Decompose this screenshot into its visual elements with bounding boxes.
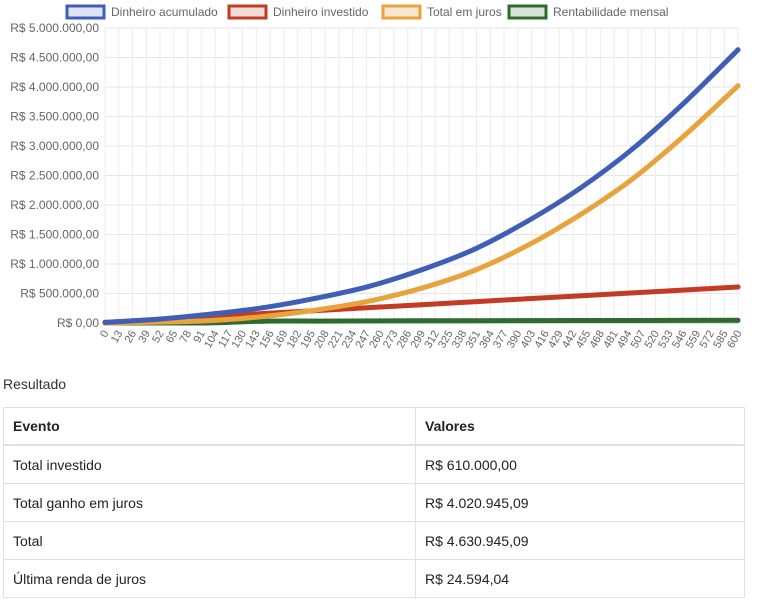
- table-header-row: Evento Valores: [3, 407, 745, 446]
- y-tick-label: R$ 1.000.000,00: [10, 257, 99, 271]
- legend-label-dinheiro-acumulado: Dinheiro acumulado: [111, 5, 218, 19]
- data-point-total-em-juros: [735, 83, 741, 89]
- row-label: Total: [3, 521, 416, 560]
- data-point-total-em-juros: [577, 212, 583, 218]
- row-value: R$ 610.000,00: [415, 444, 745, 484]
- data-point-dinheiro-acumulado: [471, 246, 477, 252]
- data-point-dinheiro-investido: [419, 302, 424, 308]
- data-point-dinheiro-acumulado: [630, 146, 635, 152]
- chart-area: R$ 0,00 R$ 500.000,00 R$ 1.000.000,00 R$ 1.…: [10, 4, 745, 351]
- x-tick-label: 13: [109, 329, 126, 346]
- data-point-total-em-juros: [366, 298, 372, 304]
- legend-swatch-dinheiro-acumulado: [65, 4, 106, 20]
- legend-label-dinheiro-investido: Dinheiro investido: [273, 5, 369, 19]
- y-tick-label: R$ 2.500.000,00: [10, 169, 99, 183]
- table-row: Última renda de juros R$ 24.594,04: [3, 559, 745, 598]
- data-point-rentabilidade-mensal: [313, 318, 319, 324]
- row-label: Total investido: [3, 444, 416, 484]
- row-value: R$ 24.594,04: [415, 559, 745, 598]
- data-point-total-em-juros: [682, 132, 688, 138]
- y-tick-label: R$ 0,00: [57, 316, 99, 330]
- result-table: Evento Valores Total investido R$ 610.00…: [3, 407, 745, 598]
- data-point-dinheiro-acumulado: [366, 283, 372, 289]
- y-tick-label: R$ 2.000.000,00: [10, 198, 99, 212]
- data-point-dinheiro-acumulado: [419, 267, 424, 273]
- line-chart: R$ 0,00 R$ 500.000,00 R$ 1.000.000,00 R$ 1.…: [10, 4, 745, 351]
- row-value: R$ 4.020.945,09: [415, 483, 745, 522]
- data-point-rentabilidade-mensal: [735, 317, 741, 323]
- data-point-total-em-juros: [260, 314, 266, 320]
- x-tick-label: 78: [178, 329, 195, 346]
- result-title: Resultado: [3, 376, 67, 392]
- data-point-total-em-juros: [313, 307, 319, 313]
- x-tick-label: 65: [164, 329, 181, 346]
- data-point-dinheiro-acumulado: [260, 305, 266, 311]
- data-point-total-em-juros: [630, 176, 635, 182]
- data-point-dinheiro-investido: [630, 290, 635, 296]
- legend-label-total-em-juros: Total em juros: [427, 5, 502, 19]
- x-tick-label: 26: [123, 329, 140, 346]
- x-tick-label: 39: [136, 329, 153, 346]
- data-point-rentabilidade-mensal: [419, 318, 424, 324]
- y-tick-label: R$ 1.500.000,00: [10, 228, 99, 242]
- x-tick-label: 91: [191, 329, 208, 346]
- y-tick-label: R$ 4.000.000,00: [10, 80, 99, 94]
- x-tick-label: 0: [98, 329, 111, 340]
- table-row: Total R$ 4.630.945,09: [3, 521, 745, 560]
- table-row: Total ganho em juros R$ 4.020.945,09: [3, 483, 745, 522]
- x-tick-label: 52: [150, 329, 167, 346]
- y-tick-label: R$ 500.000,00: [20, 287, 99, 301]
- y-tick-label: R$ 4.500.000,00: [10, 51, 99, 65]
- legend-swatch-dinheiro-investido: [227, 4, 268, 20]
- row-label: Última renda de juros: [3, 559, 416, 598]
- data-point-dinheiro-acumulado: [155, 316, 161, 322]
- row-value: R$ 4.630.945,09: [415, 521, 745, 560]
- data-point-dinheiro-acumulado: [735, 47, 741, 53]
- y-tick-label: R$ 3.000.000,00: [10, 139, 99, 153]
- data-point-total-em-juros: [208, 318, 213, 324]
- data-point-rentabilidade-mensal: [630, 317, 635, 323]
- data-point-total-em-juros: [471, 267, 477, 273]
- header-evento: Evento: [3, 407, 416, 446]
- legend-swatch-rentabilidade-mensal: [507, 4, 548, 20]
- data-point-dinheiro-acumulado: [577, 185, 583, 191]
- data-point-total-em-juros: [524, 243, 530, 249]
- data-point-dinheiro-acumulado: [313, 295, 319, 301]
- data-point-dinheiro-investido: [524, 296, 530, 302]
- data-point-rentabilidade-mensal: [524, 318, 530, 324]
- data-point-total-em-juros: [419, 285, 424, 291]
- legend-swatch-total-em-juros: [381, 4, 422, 20]
- data-point-dinheiro-acumulado: [524, 219, 530, 225]
- data-point-dinheiro-acumulado: [102, 319, 108, 325]
- legend-label-rentabilidade-mensal: Rentabilidade mensal: [553, 5, 668, 19]
- x-tick-label: 600: [725, 329, 745, 351]
- y-tick-label: R$ 5.000.000,00: [10, 21, 99, 35]
- row-label: Total ganho em juros: [3, 483, 416, 522]
- data-point-rentabilidade-mensal: [260, 318, 266, 324]
- data-point-dinheiro-acumulado: [682, 99, 688, 105]
- data-point-dinheiro-acumulado: [208, 311, 213, 317]
- table-row: Total investido R$ 610.000,00: [3, 444, 745, 484]
- data-point-dinheiro-investido: [735, 284, 741, 290]
- header-valores: Valores: [415, 407, 745, 446]
- y-tick-label: R$ 3.500.000,00: [10, 110, 99, 124]
